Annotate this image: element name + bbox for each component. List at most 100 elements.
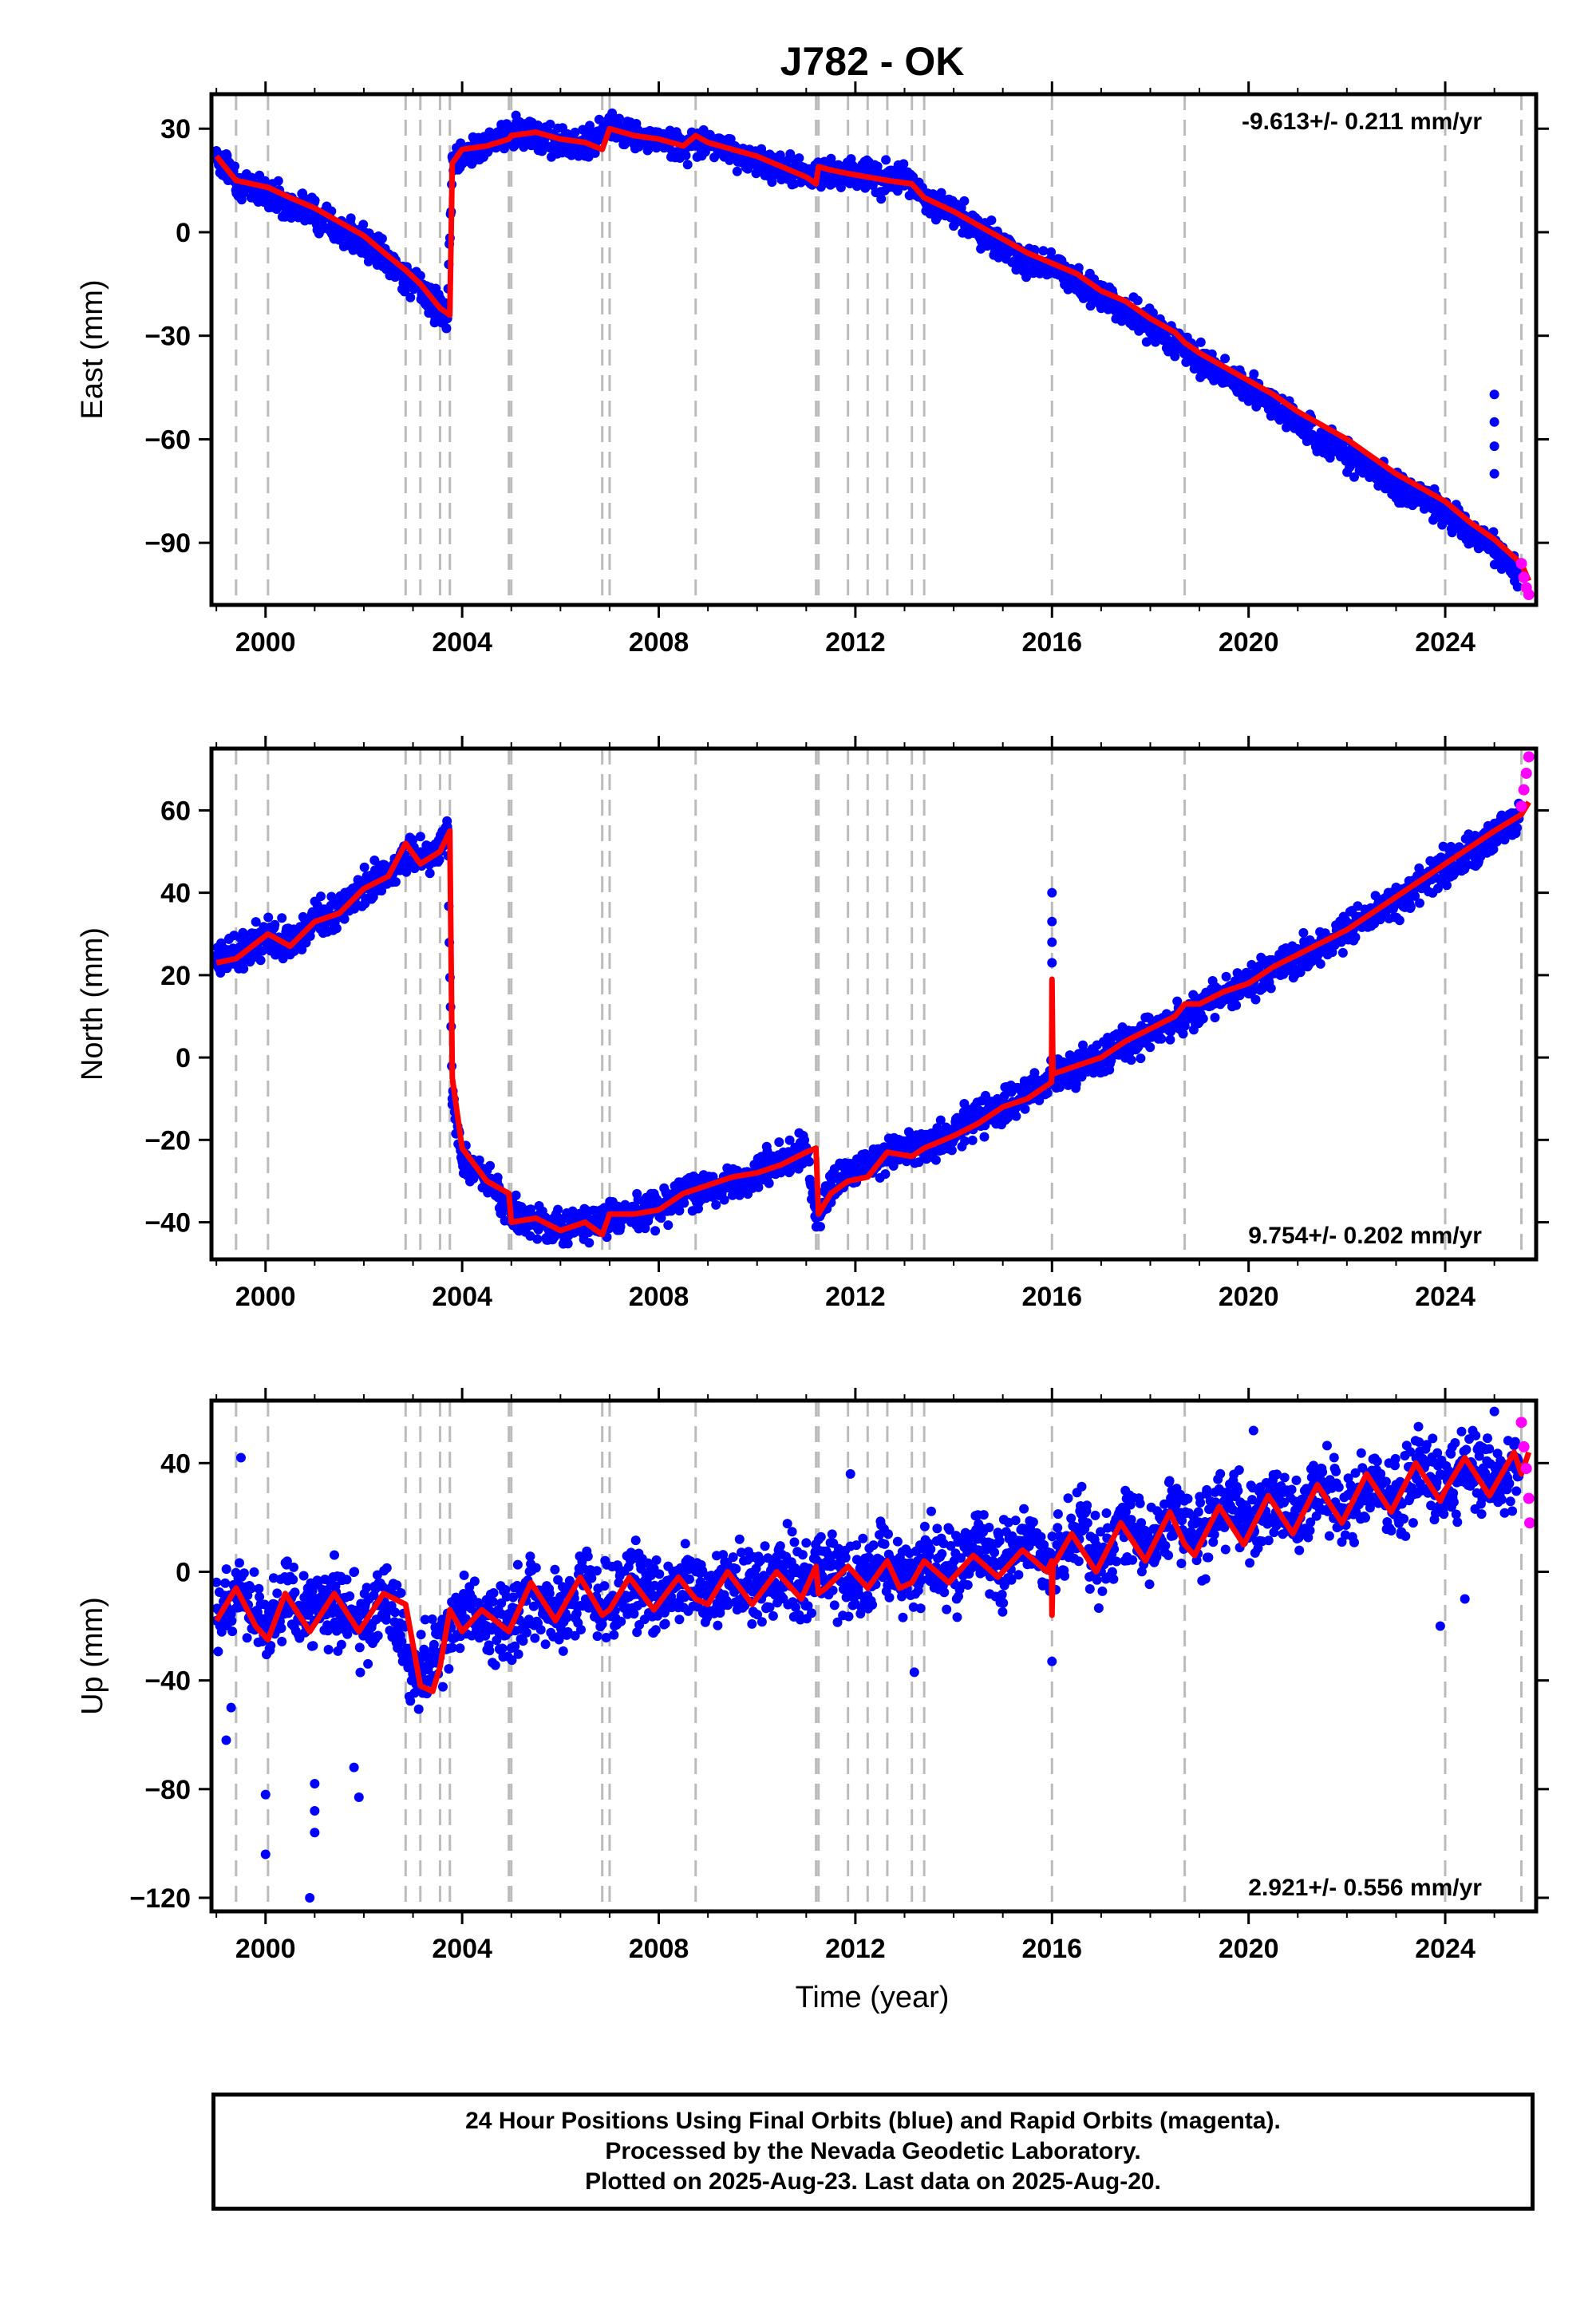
series-point bbox=[1440, 507, 1451, 517]
data-point bbox=[1145, 1042, 1156, 1053]
x-tick-label: 2016 bbox=[1021, 627, 1082, 658]
panel-3: 2000 2004 2008 2012 2016 2020 2024−120−80−4004… bbox=[76, 1388, 1549, 1964]
series-point bbox=[285, 200, 295, 210]
data-point bbox=[725, 134, 736, 144]
data-point bbox=[1266, 983, 1276, 994]
data-point bbox=[674, 1206, 685, 1215]
data-point bbox=[227, 1616, 237, 1626]
y-tick-label: −60 bbox=[144, 425, 191, 455]
data-point bbox=[216, 1626, 227, 1637]
data-point bbox=[308, 1641, 318, 1651]
series-point bbox=[580, 144, 591, 155]
data-point bbox=[872, 161, 883, 172]
data-point bbox=[545, 119, 555, 129]
series-point bbox=[1268, 400, 1278, 410]
data-point bbox=[640, 1223, 650, 1234]
rapid-orbit-point bbox=[1518, 784, 1530, 796]
data-point bbox=[570, 127, 580, 137]
data-point bbox=[1198, 1014, 1208, 1024]
y-tick-label: −40 bbox=[144, 1208, 191, 1239]
data-point bbox=[1046, 247, 1057, 257]
data-point bbox=[1136, 1053, 1146, 1064]
data-point bbox=[230, 161, 240, 172]
data-point bbox=[930, 1155, 941, 1165]
series-point bbox=[1120, 306, 1131, 317]
figure-title: J782 - OK bbox=[780, 39, 965, 84]
data-point bbox=[1132, 295, 1143, 306]
data-point bbox=[511, 1190, 521, 1200]
data-point bbox=[1315, 958, 1325, 969]
data-point bbox=[290, 945, 300, 955]
plot-area bbox=[211, 749, 1535, 1259]
data-point bbox=[1512, 582, 1523, 592]
data-point bbox=[1442, 880, 1452, 891]
data-point bbox=[936, 188, 946, 198]
x-tick-label: 2012 bbox=[825, 627, 886, 658]
data-point bbox=[316, 891, 326, 902]
panel-1: 2000 2004 2008 2012 2016 2020 2024−90−60−30030… bbox=[76, 81, 1549, 658]
series-point bbox=[1293, 417, 1303, 427]
data-point bbox=[663, 1220, 674, 1231]
data-point bbox=[903, 1127, 914, 1137]
data-point bbox=[1073, 263, 1084, 273]
data-point bbox=[1085, 301, 1096, 311]
data-point bbox=[1126, 1055, 1136, 1065]
data-point bbox=[532, 1234, 543, 1244]
panel-frame bbox=[209, 746, 1539, 1262]
data-point bbox=[1195, 337, 1206, 347]
data-point bbox=[307, 1586, 318, 1596]
x-tick-label: 2016 bbox=[1021, 1282, 1082, 1312]
data-point bbox=[1055, 1082, 1065, 1093]
data-point bbox=[1042, 1088, 1053, 1098]
data-point bbox=[732, 166, 742, 176]
data-point bbox=[1350, 932, 1361, 943]
x-tick-label: 2024 bbox=[1415, 1282, 1476, 1312]
data-point bbox=[1410, 891, 1420, 901]
outlier-point bbox=[1489, 441, 1499, 452]
x-tick-label: 2012 bbox=[825, 1282, 886, 1312]
outlier-point bbox=[1489, 417, 1499, 427]
rapid-orbit-point bbox=[1515, 558, 1527, 570]
panels: 2000 2004 2008 2012 2016 2020 2024−90−60−30030… bbox=[76, 81, 1549, 1964]
series-point bbox=[850, 1168, 860, 1178]
data-point bbox=[960, 1136, 970, 1146]
outlier-point bbox=[1047, 958, 1057, 968]
data-point bbox=[946, 1145, 957, 1156]
data-point bbox=[485, 1160, 496, 1171]
panel-frame bbox=[209, 92, 1539, 607]
outlier-point bbox=[1047, 937, 1057, 947]
data-point bbox=[899, 159, 909, 169]
data-point bbox=[881, 155, 891, 165]
data-point bbox=[1405, 902, 1416, 912]
data-point bbox=[526, 1204, 536, 1215]
panel-2: 2000 2004 2008 2012 2016 2020 2024−40−20020406… bbox=[76, 736, 1549, 1312]
data-point bbox=[1232, 968, 1242, 978]
y-tick-label: −90 bbox=[144, 528, 191, 559]
data-point bbox=[339, 914, 350, 924]
data-point bbox=[221, 1564, 231, 1575]
data-point bbox=[1156, 1034, 1167, 1044]
data-point bbox=[999, 1091, 1009, 1101]
x-tick-label: 2008 bbox=[629, 1282, 689, 1312]
data-point bbox=[415, 832, 425, 842]
data-point bbox=[254, 1583, 264, 1594]
rapid-orbit-point bbox=[1520, 767, 1532, 779]
data-point bbox=[1512, 823, 1522, 833]
data-point bbox=[1415, 898, 1424, 908]
data-point bbox=[816, 1222, 825, 1231]
data-point bbox=[719, 1195, 729, 1205]
data-point bbox=[331, 923, 342, 934]
data-point bbox=[227, 1626, 238, 1637]
data-point bbox=[249, 1567, 259, 1577]
data-point bbox=[633, 1195, 643, 1205]
data-point bbox=[310, 196, 320, 206]
data-point bbox=[794, 153, 804, 164]
plot-area bbox=[211, 1401, 1535, 1911]
y-tick-label: 0 bbox=[176, 1043, 191, 1073]
data-point bbox=[213, 1646, 223, 1657]
data-point bbox=[255, 955, 266, 966]
series-point bbox=[1170, 338, 1180, 348]
series-point bbox=[1464, 528, 1475, 538]
outlier-point bbox=[1489, 389, 1499, 400]
data-point bbox=[979, 1132, 990, 1142]
